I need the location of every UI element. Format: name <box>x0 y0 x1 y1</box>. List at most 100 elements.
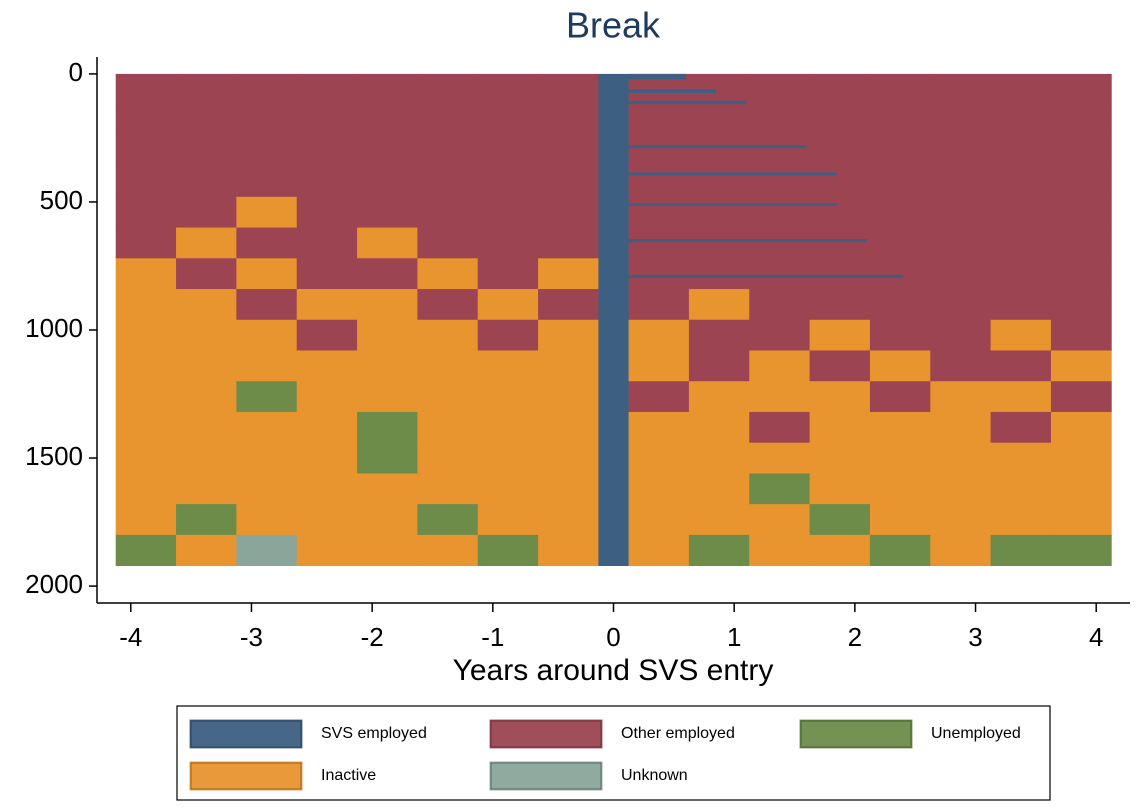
svs-spell <box>628 145 807 149</box>
sequence-cell <box>990 135 1052 167</box>
sequence-cell <box>538 135 599 167</box>
x-tick-label: 4 <box>1089 622 1103 652</box>
sequence-cell <box>538 319 599 351</box>
x-tick-label: -2 <box>361 622 384 652</box>
sequence-cell <box>296 289 358 321</box>
sequence-cell <box>688 411 750 444</box>
legend-swatch-border <box>800 720 912 748</box>
sequence-cell <box>176 534 237 567</box>
sequence-cell <box>869 289 931 321</box>
sequence-cell <box>176 442 237 474</box>
sequence-cell <box>538 350 599 382</box>
sequence-cell <box>1050 381 1112 413</box>
sequence-cell <box>869 350 931 382</box>
sequence-cell <box>477 442 539 474</box>
x-tick-label: -4 <box>119 622 142 652</box>
sequence-cell <box>749 196 811 228</box>
sequence-cell <box>930 289 992 321</box>
sequence-cell <box>688 442 750 474</box>
sequence-cell <box>296 258 358 290</box>
sequence-cell <box>296 135 358 167</box>
sequence-cell <box>688 166 750 198</box>
sequence-cell <box>296 381 358 413</box>
sequence-cell <box>869 258 931 290</box>
legend-swatch <box>189 761 303 791</box>
sequence-cell <box>236 289 298 321</box>
sequence-cell <box>236 258 298 290</box>
sequence-cell <box>688 258 750 290</box>
x-tick-label: 2 <box>848 622 862 652</box>
sequence-cell <box>477 135 539 167</box>
sequence-cell <box>538 411 599 444</box>
sequence-cell <box>598 319 629 351</box>
sequence-cell <box>1050 196 1112 228</box>
svs-spell <box>628 203 837 206</box>
sequence-cell <box>628 350 690 382</box>
sequence-cell <box>417 534 479 567</box>
y-tick-label: 2000 <box>25 569 83 599</box>
sequence-cell <box>688 504 750 536</box>
sequence-cell <box>176 504 237 536</box>
sequence-cell <box>176 289 237 321</box>
sequence-cell <box>115 227 177 259</box>
sequence-cell <box>869 534 931 567</box>
sequence-cell <box>477 534 539 567</box>
sequence-cell <box>930 504 992 536</box>
sequence-cell <box>930 534 992 567</box>
sequence-cell <box>538 289 599 321</box>
sequence-cell <box>598 442 629 474</box>
y-tick-label: 500 <box>40 185 83 215</box>
sequence-cell <box>990 196 1052 228</box>
x-tick-label: 0 <box>606 622 620 652</box>
sequence-cell <box>477 227 539 259</box>
sequence-cell <box>538 196 599 228</box>
sequence-cell <box>930 381 992 413</box>
sequence-cell <box>115 319 177 351</box>
sequence-cell <box>869 104 931 136</box>
sequence-cell <box>236 319 298 351</box>
sequence-cell <box>357 442 418 474</box>
sequence-cell <box>990 411 1052 444</box>
sequence-cell <box>1050 227 1112 259</box>
svs-spell <box>628 239 867 243</box>
legend <box>176 705 1051 801</box>
sequence-cell <box>749 258 811 290</box>
sequence-cell <box>869 442 931 474</box>
sequence-cell <box>477 196 539 228</box>
sequence-cell <box>1050 350 1112 382</box>
svs-spell <box>628 100 747 105</box>
sequence-cell <box>236 227 298 259</box>
sequence-cell <box>930 104 992 136</box>
sequence-cell <box>176 196 237 228</box>
sequence-cell <box>417 135 479 167</box>
sequence-cell <box>417 196 479 228</box>
sequence-cell <box>688 227 750 259</box>
sequence-cell <box>930 473 992 505</box>
sequence-cell <box>176 135 237 167</box>
sequence-cell <box>296 166 358 198</box>
sequence-cell <box>990 473 1052 505</box>
sequence-cell <box>688 319 750 351</box>
sequence-cell <box>598 227 629 259</box>
legend-swatch <box>489 761 603 791</box>
sequence-cell <box>990 442 1052 474</box>
sequence-cell <box>417 319 479 351</box>
sequence-cell <box>236 381 298 413</box>
sequence-cell <box>115 350 177 382</box>
sequence-cell <box>1050 104 1112 136</box>
sequence-cell <box>357 534 418 567</box>
sequence-cell <box>1050 411 1112 444</box>
sequence-cell <box>296 534 358 567</box>
sequence-cell <box>869 166 931 198</box>
sequence-cell <box>357 289 418 321</box>
sequence-cell <box>869 504 931 536</box>
x-tick-label: 1 <box>727 622 741 652</box>
sequence-cell <box>990 534 1052 567</box>
sequence-cell <box>296 319 358 351</box>
svs-spell <box>628 89 717 94</box>
sequence-cell <box>1050 504 1112 536</box>
sequence-cell <box>296 473 358 505</box>
sequence-cell <box>628 381 690 413</box>
sequence-cell <box>538 534 599 567</box>
